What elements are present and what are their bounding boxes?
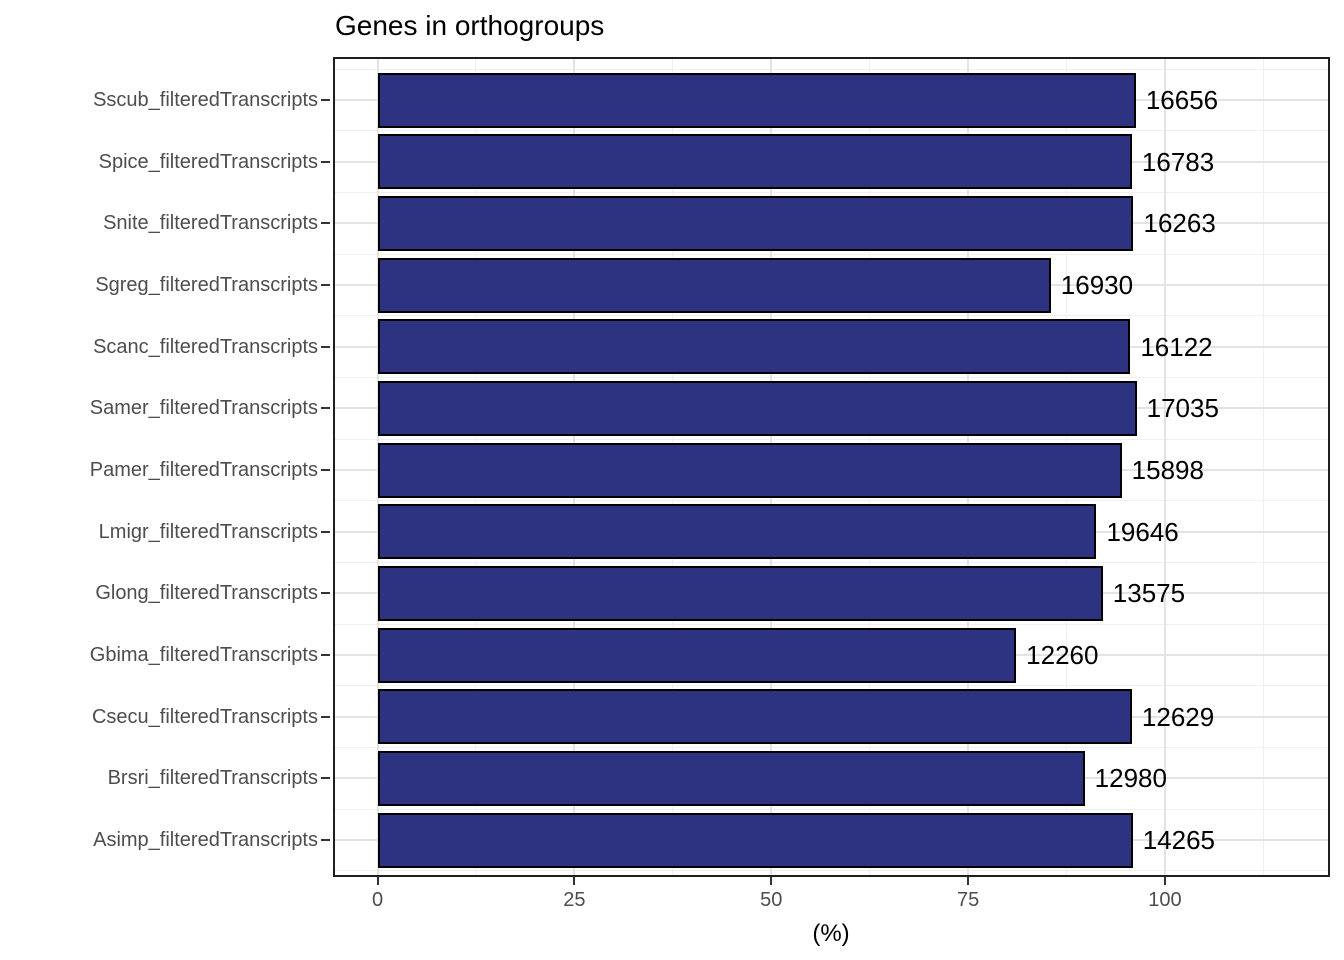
bar: [377, 504, 1097, 560]
bar-value-label: 16122: [1140, 331, 1213, 362]
x-tick-mark: [573, 877, 576, 885]
x-tick-mark: [967, 877, 970, 885]
y-axis-label: Gbima_filteredTranscripts: [89, 644, 318, 667]
bar-value-label: 12980: [1094, 763, 1167, 794]
x-tick-label: 50: [760, 889, 783, 911]
x-tick-label: 25: [563, 889, 586, 911]
gridline-horizontal-minor: [335, 562, 1328, 564]
y-tick-mark: [321, 839, 330, 842]
gridline-horizontal-minor: [335, 870, 1328, 872]
y-axis-label: Pamer_filteredTranscripts: [89, 459, 318, 482]
y-tick-mark: [321, 715, 330, 718]
gridline-horizontal-minor: [335, 315, 1328, 317]
gridline-horizontal-minor: [335, 253, 1328, 255]
bar-value-label: 16263: [1143, 208, 1216, 239]
bar: [377, 812, 1133, 868]
x-axis-title: (%): [812, 920, 850, 947]
bar: [377, 134, 1132, 190]
y-axis-label: Asimp_filteredTranscripts: [93, 829, 318, 852]
bar-value-label: 16783: [1141, 146, 1215, 177]
gridline-horizontal-minor: [335, 747, 1328, 749]
y-axis-label: Brsri_filteredTranscripts: [107, 767, 318, 790]
y-axis-label: Csecu_filteredTranscripts: [91, 705, 318, 728]
y-axis-label: Glong_filteredTranscripts: [95, 582, 318, 605]
y-tick-mark: [321, 469, 330, 472]
chart-title: Genes in orthogroups: [335, 10, 605, 41]
y-axis-label: Lmigr_filteredTranscripts: [98, 520, 318, 543]
y-tick-mark: [321, 654, 330, 657]
gridline-horizontal-minor: [335, 130, 1328, 132]
bar: [377, 380, 1137, 436]
bar: [377, 442, 1122, 498]
gridline-horizontal-minor: [335, 685, 1328, 687]
y-tick-mark: [321, 530, 330, 533]
y-axis-label: Snite_filteredTranscripts: [103, 212, 318, 235]
x-tick-label: 0: [371, 889, 384, 911]
y-axis-label: Spice_filteredTranscripts: [98, 150, 318, 173]
gridline-horizontal-minor: [335, 192, 1328, 193]
y-tick-mark: [321, 407, 330, 410]
y-tick-mark: [321, 222, 330, 225]
y-axis-label: Scanc_filteredTranscripts: [93, 335, 318, 358]
bar-value-label: 12629: [1141, 701, 1215, 732]
bar-value-label: 13575: [1112, 578, 1186, 609]
bar-value-label: 15898: [1131, 455, 1204, 486]
y-tick-mark: [321, 99, 330, 101]
y-tick-mark: [321, 160, 330, 163]
gridline-vertical-major: [1163, 59, 1166, 875]
bar-value-label: 17035: [1146, 393, 1219, 424]
bar-value-label: 19646: [1106, 516, 1179, 547]
y-tick-mark: [321, 777, 330, 780]
y-axis-label: Sscub_filteredTranscripts: [93, 89, 318, 111]
gridline-horizontal-minor: [335, 808, 1328, 810]
x-tick-mark: [376, 877, 379, 885]
bar: [377, 750, 1085, 806]
bar-value-label: 16656: [1145, 85, 1219, 115]
bar: [377, 689, 1132, 745]
bar: [377, 257, 1051, 313]
bar: [377, 627, 1017, 683]
y-tick-mark: [321, 592, 330, 595]
x-tick-label: 75: [957, 889, 980, 911]
x-tick-mark: [770, 877, 773, 885]
y-tick-mark: [321, 345, 330, 348]
bar: [377, 72, 1136, 128]
x-tick-label: 100: [1148, 889, 1182, 911]
bar-value-label: 16930: [1060, 270, 1134, 300]
gridline-horizontal-minor: [335, 623, 1328, 625]
y-axis-label: Sgreg_filteredTranscripts: [95, 274, 318, 296]
bar-value-label: 12260: [1026, 640, 1099, 671]
bar: [377, 319, 1131, 375]
y-axis-label: Samer_filteredTranscripts: [89, 397, 318, 420]
bar: [377, 565, 1103, 621]
gridline-horizontal-minor: [335, 438, 1328, 440]
plot-panel: 16656 16783 16263 16930 16122 17035 15898 19646…: [333, 57, 1330, 877]
x-tick-mark: [1163, 877, 1166, 885]
gridline-horizontal-minor: [335, 377, 1328, 378]
gridline-horizontal-minor: [335, 500, 1328, 502]
y-tick-mark: [321, 284, 330, 286]
bar-value-label: 14265: [1142, 825, 1216, 856]
gridline-vertical-minor: [1262, 59, 1264, 875]
bar: [377, 195, 1134, 251]
gridline-horizontal-minor: [335, 68, 1328, 70]
